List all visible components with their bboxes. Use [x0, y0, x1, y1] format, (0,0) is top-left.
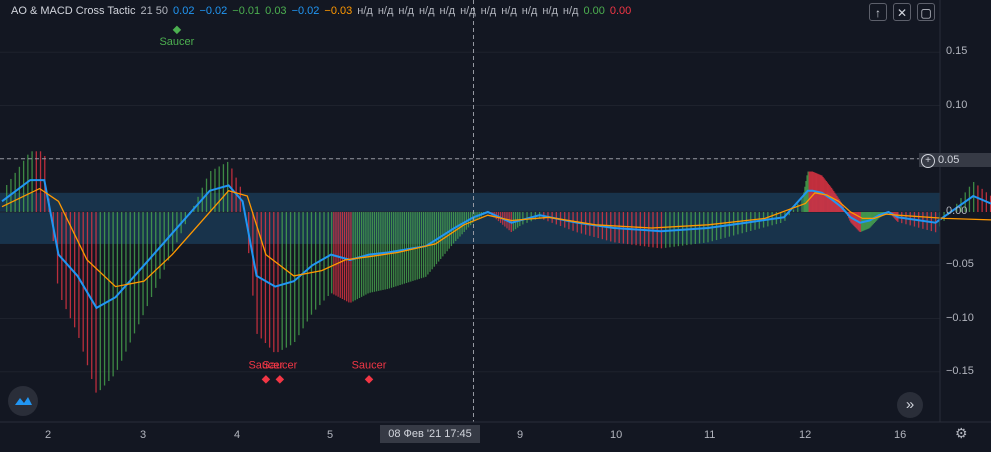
tradingview-logo-icon[interactable]: [8, 386, 38, 416]
legend-value: н/д: [460, 5, 476, 17]
y-tick-label: −0.15: [946, 364, 974, 377]
x-tick-label: 12: [799, 429, 812, 441]
saucer-marker: Saucer: [262, 359, 298, 384]
indicator-params: 21 50: [140, 5, 169, 17]
x-tick-label: 11: [704, 429, 716, 441]
y-tick-label: 0.15: [946, 45, 968, 58]
legend-value: −0.01: [232, 5, 261, 17]
saucer-label: Saucer: [248, 359, 283, 371]
y-tick-label: 0.10: [946, 98, 968, 111]
crosshair-layer: [0, 0, 919, 422]
legend-value: н/д: [501, 5, 517, 17]
legend-value: н/д: [398, 5, 414, 17]
saucer-marker: Saucer: [159, 25, 195, 48]
histogram-layer: [6, 151, 991, 393]
crosshair-price-value: 0.05: [938, 154, 960, 166]
legend-value: 0.02: [173, 5, 195, 17]
saucer-diamond: [275, 375, 285, 384]
indicator-title: AO & MACD Cross Tactic: [11, 5, 136, 17]
legend-value: н/д: [542, 5, 558, 17]
series-line-signal: [1, 187, 991, 288]
legend-value: н/д: [521, 5, 538, 17]
y-tick-label: 0.00: [946, 205, 968, 217]
settings-gear-icon[interactable]: ⚙: [955, 425, 968, 441]
y-tick-label: −0.05: [946, 258, 974, 271]
saucer-label: Saucer: [159, 36, 194, 48]
saucer-diamond: [261, 375, 271, 384]
crosshair-price-label: +0.05: [919, 153, 991, 168]
x-tick-label: 10: [610, 429, 623, 441]
legend-value: н/д: [562, 5, 579, 17]
scroll-to-realtime-button[interactable]: »: [897, 392, 923, 418]
saucer-marker: Saucer: [352, 359, 387, 384]
saucer-diamond: [364, 375, 374, 384]
legend-value: 0.00: [583, 5, 605, 17]
legend-value: −0.03: [324, 5, 353, 17]
saucer-label: Saucer: [262, 359, 297, 371]
x-tick-label: 2: [45, 429, 52, 441]
legend-value: н/д: [357, 5, 373, 17]
y-tick-label: −0.10: [946, 311, 974, 324]
plus-circle-icon[interactable]: +: [921, 154, 935, 168]
close-icon[interactable]: ✕: [893, 3, 911, 21]
legend-value: н/д: [439, 5, 456, 17]
legend-value: −0.02: [199, 5, 228, 17]
arrow-up-icon[interactable]: ↑: [869, 3, 887, 21]
x-tick-label: 3: [140, 429, 147, 441]
legend-value: 0.00: [609, 5, 632, 17]
x-tick-label: 4: [234, 429, 241, 441]
saucer-marker: Saucer: [248, 359, 284, 384]
restore-icon[interactable]: ▢: [917, 3, 935, 21]
indicator-legend[interactable]: AO & MACD Cross Tactic 21 50 0.02 −0.02 −0…: [11, 5, 631, 17]
legend-value: н/д: [418, 5, 435, 17]
legend-value: −0.02: [291, 5, 320, 17]
saucer-diamond: [172, 25, 182, 35]
x-tick-label: 16: [894, 429, 907, 441]
x-tick-label: 9: [517, 429, 524, 441]
legend-value: 0.03: [265, 5, 287, 17]
x-tick-label: 5: [327, 429, 334, 441]
legend-value: н/д: [480, 5, 497, 17]
crosshair-time-label: 08 Фев '21 17:45: [380, 425, 480, 443]
legend-value: н/д: [377, 5, 394, 17]
saucer-label: Saucer: [352, 359, 387, 371]
legend-values: 0.02 −0.02 −0.01 0.03 −0.02 −0.03 н/д н/д н/д н/д…: [173, 5, 631, 17]
